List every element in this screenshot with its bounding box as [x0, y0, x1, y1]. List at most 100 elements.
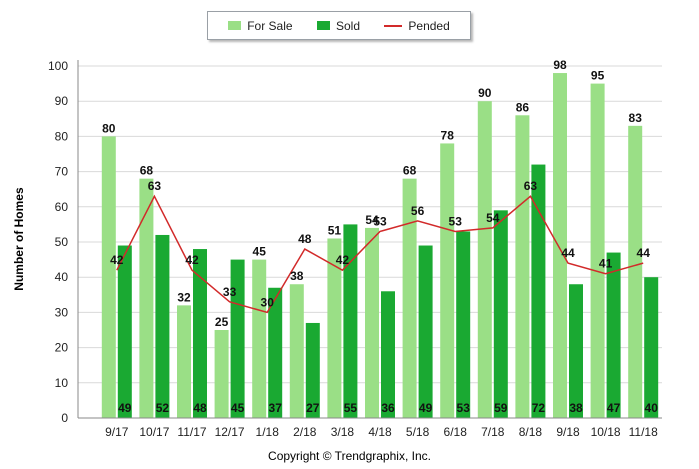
bar-for-sale [515, 115, 530, 418]
bar-for-sale [214, 330, 229, 418]
data-label-for-sale: 95 [591, 69, 605, 83]
data-label-pended: 44 [561, 246, 575, 260]
x-axis-labels: 9/17 10/17 11/17 12/17 1/18 2/18 3/18 4/18 5/18 6… [105, 425, 658, 439]
x-tick-label: 1/18 [256, 425, 280, 439]
x-tick-label: 6/18 [444, 425, 468, 439]
y-axis-title: Number of Homes [12, 187, 26, 291]
y-tick-label: 60 [55, 200, 69, 214]
legend-item-pended: Pended [384, 18, 450, 33]
data-label-for-sale: 32 [177, 290, 191, 304]
data-label-for-sale: 83 [629, 111, 643, 125]
bar-for-sale [327, 238, 342, 418]
bar-sold [343, 224, 358, 418]
bar-for-sale [402, 178, 417, 418]
data-label-pended: 42 [110, 253, 124, 267]
bar-sold [381, 291, 395, 418]
legend-item-sold: Sold [316, 18, 360, 33]
bar-sold [230, 259, 245, 418]
bar-for-sale [139, 178, 154, 418]
x-tick-label: 11/17 [177, 425, 206, 439]
data-label-pended: 63 [524, 179, 538, 193]
legend-label-for-sale: For Sale [247, 18, 293, 33]
data-label-pended: 42 [336, 253, 350, 267]
pended-swatch [384, 24, 403, 27]
bar-sold [493, 210, 508, 418]
bar-for-sale [177, 305, 191, 418]
bar-sold [606, 252, 621, 418]
x-tick-label: 9/17 [105, 425, 129, 439]
bar-sold [268, 287, 283, 418]
data-label-for-sale: 80 [102, 121, 116, 135]
data-label-sold: 38 [569, 401, 583, 415]
legend-label-sold: Sold [335, 18, 360, 33]
y-tick-label: 100 [48, 59, 68, 73]
data-label-sold: 45 [231, 401, 245, 415]
data-label-for-sale: 90 [478, 86, 492, 100]
bar-for-sale [365, 227, 379, 418]
x-tick-label: 8/18 [519, 425, 543, 439]
legend: For Sale Sold Pended [207, 11, 471, 40]
data-label-pended: 44 [637, 246, 651, 260]
copyright-text: Copyright © Trendgraphix, Inc. [268, 449, 431, 463]
bar-sold [644, 277, 659, 418]
data-label-pended: 33 [223, 285, 237, 299]
bar-sold [569, 284, 583, 418]
data-label-sold: 40 [645, 401, 659, 415]
data-label-for-sale: 78 [441, 128, 455, 142]
y-tick-label: 20 [55, 341, 69, 355]
for-sale-swatch [228, 21, 242, 30]
y-tick-label: 40 [55, 270, 69, 284]
data-label-sold: 36 [381, 401, 395, 415]
data-label-pended: 42 [185, 253, 199, 267]
x-tick-label: 12/17 [215, 425, 245, 439]
x-tick-label: 10/17 [139, 425, 169, 439]
data-label-sold: 49 [118, 401, 132, 415]
bars [101, 73, 659, 418]
bar-for-sale [289, 284, 304, 418]
legend-label-pended: Pended [408, 18, 450, 33]
data-label-for-sale: 51 [328, 223, 342, 237]
bar-sold [155, 234, 170, 418]
sold-swatch [316, 21, 330, 30]
bar-for-sale [477, 101, 492, 418]
data-label-sold: 48 [193, 401, 207, 415]
pended-line [116, 194, 644, 314]
data-label-for-sale: 38 [290, 269, 304, 283]
legend-item-for-sale: For Sale [228, 18, 293, 33]
data-label-pended: 56 [411, 204, 425, 218]
y-tick-label: 50 [55, 235, 69, 249]
y-tick-label: 0 [61, 411, 68, 425]
data-label-sold: 53 [457, 401, 471, 415]
data-label-sold: 52 [156, 401, 170, 415]
x-tick-label: 5/18 [406, 425, 430, 439]
data-label-for-sale: 45 [253, 245, 267, 259]
x-tick-label: 7/18 [481, 425, 505, 439]
axes [77, 60, 662, 419]
data-label-for-sale: 68 [403, 164, 417, 178]
bar-sold [531, 164, 546, 418]
bar-for-sale [252, 259, 267, 418]
bar-for-sale [101, 136, 116, 418]
x-tick-label: 4/18 [368, 425, 392, 439]
data-label-pended: 41 [599, 257, 613, 271]
x-tick-label: 3/18 [331, 425, 355, 439]
bar-sold [418, 245, 433, 418]
data-label-sold: 72 [532, 401, 546, 415]
data-label-pended: 30 [261, 295, 275, 309]
data-label-pended: 54 [486, 211, 500, 225]
data-label-pended: 63 [148, 179, 162, 193]
data-label-for-sale: 54 [365, 213, 379, 227]
data-label-sold: 49 [419, 401, 433, 415]
x-tick-label: 10/18 [591, 425, 621, 439]
data-label-sold: 47 [607, 401, 621, 415]
data-label-sold: 27 [306, 401, 320, 415]
data-label-sold: 55 [344, 401, 358, 415]
data-label-for-sale: 25 [215, 315, 229, 329]
bar-for-sale [590, 83, 605, 418]
bar-for-sale [440, 143, 455, 418]
y-tick-label: 10 [55, 376, 69, 390]
bar-sold [117, 245, 132, 418]
data-label-pended: 48 [298, 232, 312, 246]
bar-sold [193, 249, 207, 418]
